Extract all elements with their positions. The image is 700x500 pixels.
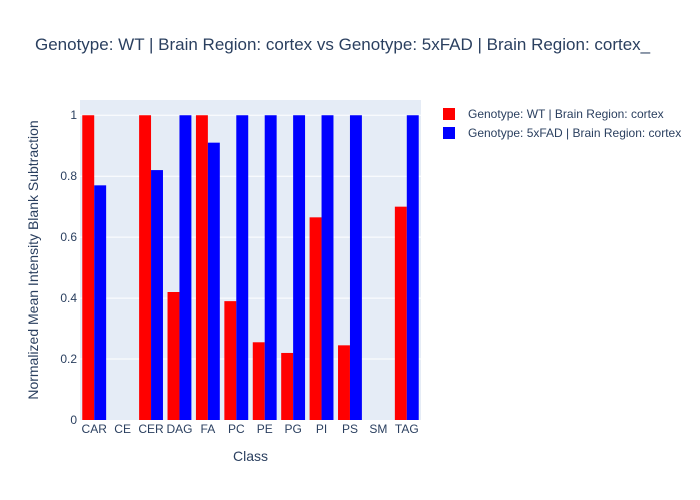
bar-5xfad-pi (321, 115, 334, 420)
x-tick-label: PI (316, 422, 327, 436)
x-tick-label: PS (342, 422, 358, 436)
y-tick-label: 0.4 (60, 291, 77, 305)
bar-5xfad-cer (151, 170, 163, 420)
bar-wt-pc (224, 301, 237, 420)
y-tick-labels: 0 0.2 0.4 0.6 0.8 1 (60, 108, 77, 427)
x-tick-label: PC (228, 422, 245, 436)
y-tick-label: 0 (70, 413, 77, 427)
bar-5xfad-pe (264, 115, 277, 420)
bar-wt-tag (394, 206, 407, 420)
x-tick-label: CER (138, 422, 164, 436)
y-tick-label: 0.8 (60, 169, 77, 183)
x-tick-label: PG (284, 422, 301, 436)
bar-wt-car (82, 115, 95, 420)
bar-wt-dag (167, 292, 180, 420)
y-tick-label: 0.6 (60, 230, 77, 244)
bar-5xfad-fa (207, 142, 220, 420)
bar-5xfad-ps (349, 115, 362, 420)
bars (82, 115, 419, 420)
bar-wt-ps (338, 345, 350, 420)
x-tick-label: SM (369, 422, 387, 436)
bar-5xfad-car (94, 185, 107, 420)
legend-label: Genotype: 5xFAD | Brain Region: cortex (468, 126, 681, 140)
x-tick-label: CE (114, 422, 131, 436)
gridlines (80, 114, 421, 360)
x-tick-label: PE (257, 422, 273, 436)
bar-wt-cer (139, 115, 152, 420)
x-tick-labels: CAR CE CER DAG FA PC PE PG PI PS SM TAG (82, 422, 419, 436)
bar-wt-pg (281, 352, 294, 420)
plot-area (80, 100, 421, 420)
bar-wt-pi (309, 217, 322, 420)
legend-swatch (443, 127, 455, 139)
bar-5xfad-pg (293, 115, 306, 420)
y-tick-label: 0.2 (60, 352, 77, 366)
chart-title: Genotype: WT | Brain Region: cortex vs G… (35, 35, 651, 54)
x-tick-label: CAR (82, 422, 108, 436)
legend-swatch (443, 108, 455, 120)
bar-5xfad-dag (179, 115, 192, 420)
bar-5xfad-tag (406, 115, 419, 420)
bar-5xfad-pc (236, 115, 249, 420)
bar-wt-pe (252, 342, 265, 420)
bar-wt-fa (195, 115, 208, 420)
x-tick-label: FA (201, 422, 216, 436)
y-axis-label: Normalized Mean Intensity Blank Subtract… (25, 120, 41, 399)
x-tick-label: TAG (395, 422, 419, 436)
legend: Genotype: WT | Brain Region: cortex Genot… (443, 107, 681, 140)
x-axis-label: Class (233, 448, 268, 464)
y-tick-label: 1 (70, 108, 77, 122)
x-tick-label: DAG (166, 422, 192, 436)
legend-label: Genotype: WT | Brain Region: cortex (468, 107, 664, 121)
